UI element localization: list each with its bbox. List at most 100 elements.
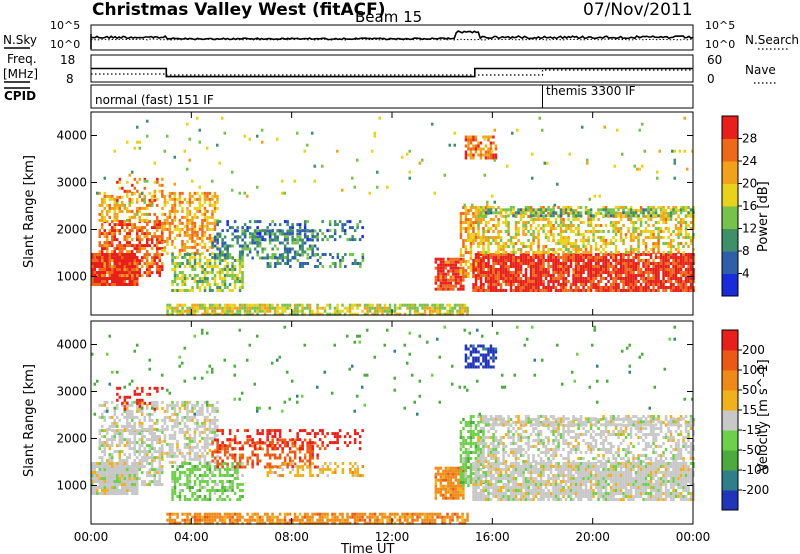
heatmap-cell <box>161 456 164 460</box>
heatmap-cell <box>258 220 262 224</box>
heatmap-cell <box>256 232 259 236</box>
heatmap-cell <box>158 477 161 481</box>
heatmap-cell <box>223 244 227 248</box>
heatmap-cell <box>181 309 184 313</box>
heatmap-cell <box>582 283 585 286</box>
heatmap-cell <box>692 280 695 283</box>
heatmap-cell <box>198 303 202 307</box>
heatmap-cell <box>146 259 149 263</box>
heatmap-cell <box>612 289 615 292</box>
heatmap-cell <box>251 235 254 239</box>
heatmap-cell <box>103 447 106 451</box>
heatmap-cell <box>196 283 199 286</box>
heatmap-cell <box>161 386 164 390</box>
heatmap-cell <box>664 262 668 265</box>
heatmap-cell <box>301 229 304 233</box>
heatmap-cell <box>489 253 493 256</box>
heatmap-cell <box>131 265 134 268</box>
heatmap-cell <box>682 218 685 221</box>
heatmap-cell <box>301 309 304 313</box>
heatmap-cell <box>504 245 508 248</box>
heatmap-cell <box>221 312 224 316</box>
heatmap-cell <box>464 245 468 248</box>
heatmap-cell <box>617 286 620 289</box>
heatmap-cell <box>131 468 134 472</box>
heatmap-cell <box>233 312 237 316</box>
heatmap-cell <box>514 221 518 224</box>
heatmap-cell <box>128 441 131 445</box>
heatmap-cell <box>532 277 535 280</box>
heatmap-cell <box>118 432 121 436</box>
heatmap-cell <box>133 441 136 445</box>
heatmap-cell <box>589 268 593 271</box>
heatmap-cell <box>489 144 493 148</box>
heatmap-cell <box>113 197 116 201</box>
heatmap-cell <box>128 229 131 233</box>
heatmap-cell <box>141 432 144 436</box>
heatmap-cell <box>454 278 458 282</box>
heatmap-cell <box>216 220 219 224</box>
heatmap-cell <box>198 206 202 210</box>
heatmap-cell <box>487 135 490 139</box>
heatmap-cell <box>687 265 690 268</box>
heatmap-cell <box>479 236 483 239</box>
heatmap-cell <box>519 265 523 268</box>
heatmap-cell <box>158 223 161 227</box>
heatmap-cell <box>604 277 608 280</box>
heatmap-cell <box>692 206 695 209</box>
heatmap-cell <box>121 244 124 248</box>
heatmap-cell <box>512 242 515 245</box>
heatmap-cell <box>156 427 159 431</box>
heatmap-cell <box>98 259 101 263</box>
heatmap-cell <box>98 477 101 481</box>
heatmap-cell <box>554 268 558 271</box>
heatmap-cell <box>181 280 184 283</box>
heatmap-cell <box>266 256 269 260</box>
heatmap-cell <box>126 265 129 269</box>
heatmap-cell <box>316 306 319 310</box>
heatmap-cell <box>181 191 184 195</box>
heatmap-cell <box>298 229 302 233</box>
heatmap-cell <box>584 253 588 256</box>
heatmap-cell <box>113 265 116 269</box>
heatmap-cell <box>221 250 224 254</box>
heatmap-cell <box>467 218 470 221</box>
heatmap-cell <box>121 223 124 227</box>
heatmap-cell <box>216 253 219 257</box>
heatmap-cell <box>146 462 149 466</box>
heatmap-cell <box>527 259 530 262</box>
heatmap-cell <box>123 203 126 207</box>
heatmap-cell <box>163 421 167 425</box>
heatmap-cell <box>126 486 129 489</box>
heatmap-cell <box>91 259 94 262</box>
heatmap-cell <box>153 421 156 425</box>
heatmap-cell <box>136 489 139 492</box>
heatmap-cell <box>126 189 129 193</box>
heatmap-cell <box>659 215 663 218</box>
heatmap-cell <box>458 309 462 313</box>
heatmap-cell <box>123 453 126 457</box>
heatmap-cell <box>181 312 184 316</box>
heatmap-cell <box>607 253 610 256</box>
heatmap-cell <box>494 236 498 239</box>
heatmap-cell <box>281 179 284 183</box>
heatmap-cell <box>649 214 653 218</box>
heatmap-cell <box>539 211 543 215</box>
heatmap-cell <box>106 271 109 275</box>
heatmap-cell <box>268 232 272 236</box>
heatmap-cell <box>487 230 490 233</box>
heatmap-cell <box>298 247 302 251</box>
heatmap-cell <box>116 180 119 184</box>
heatmap-cell <box>482 256 485 259</box>
heatmap-cell <box>662 286 665 289</box>
heatmap-cell <box>191 312 194 316</box>
heatmap-cell <box>203 224 207 228</box>
heatmap-cell <box>494 271 498 274</box>
heatmap-cell <box>489 274 493 277</box>
heatmap-cell <box>512 256 515 259</box>
heatmap-cell <box>482 236 485 239</box>
heatmap-cell <box>108 427 111 431</box>
heatmap-cell <box>113 262 116 265</box>
heatmap-cell <box>629 262 633 265</box>
heatmap-cell <box>682 283 685 286</box>
